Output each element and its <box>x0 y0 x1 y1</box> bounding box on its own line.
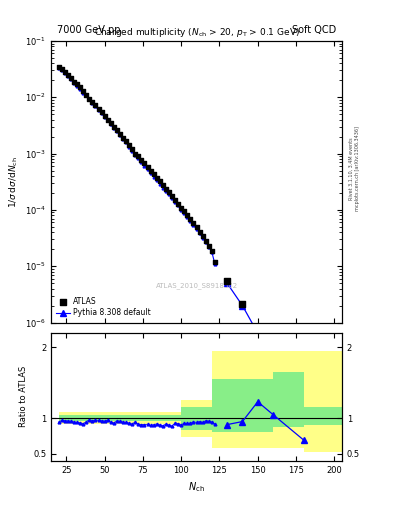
Point <box>59 65 65 73</box>
Point <box>172 196 178 204</box>
Point <box>301 424 307 433</box>
Point <box>86 94 92 102</box>
Point <box>120 134 126 142</box>
Point <box>151 170 157 178</box>
Point <box>89 98 95 106</box>
Point <box>80 87 86 95</box>
Point <box>55 62 62 71</box>
Point <box>196 228 203 236</box>
Point <box>163 184 169 193</box>
Point <box>92 101 99 110</box>
Text: 7000 GeV pp: 7000 GeV pp <box>57 25 120 35</box>
Y-axis label: Ratio to ATLAS: Ratio to ATLAS <box>18 366 28 428</box>
Point <box>129 145 135 153</box>
Text: Soft QCD: Soft QCD <box>292 25 336 35</box>
Point <box>123 137 129 145</box>
Point <box>175 199 181 207</box>
Point <box>270 372 276 380</box>
Point <box>147 166 154 175</box>
Point <box>135 152 141 160</box>
Point <box>99 108 105 116</box>
Point <box>105 116 111 124</box>
Point <box>190 219 196 227</box>
Point <box>160 181 166 189</box>
Point <box>141 159 148 167</box>
Point <box>187 215 193 223</box>
Point <box>95 105 102 113</box>
Point <box>184 211 191 219</box>
Point <box>62 68 68 76</box>
Point <box>255 327 261 335</box>
Point <box>178 203 184 211</box>
Point <box>209 246 215 254</box>
Text: Rivet 3.1.10, 3.4M events: Rivet 3.1.10, 3.4M events <box>349 138 354 200</box>
Point <box>101 112 108 120</box>
Point <box>166 188 172 196</box>
Point <box>202 237 209 245</box>
Title: Charged multiplicity ($N_\mathrm{ch}$ > 20, $p_\mathrm{T}$ > 0.1 GeV): Charged multiplicity ($N_\mathrm{ch}$ > … <box>94 27 299 39</box>
Point <box>74 80 80 89</box>
Point <box>144 163 151 171</box>
Point <box>111 123 117 131</box>
Point <box>126 141 132 150</box>
Text: mcplots.cern.ch [arXiv:1306.3436]: mcplots.cern.ch [arXiv:1306.3436] <box>355 126 360 211</box>
Point <box>108 119 114 127</box>
Point <box>193 223 200 231</box>
Point <box>114 126 120 134</box>
Point <box>200 232 206 241</box>
Point <box>239 301 246 309</box>
Point <box>68 74 74 82</box>
Point <box>212 258 218 266</box>
Point <box>206 242 212 250</box>
Point <box>65 71 71 79</box>
X-axis label: $N_\mathrm{ch}$: $N_\mathrm{ch}$ <box>188 480 205 494</box>
Point <box>157 177 163 185</box>
Point <box>77 83 83 92</box>
Y-axis label: $1/\sigma\,\mathrm{d}\sigma/\mathrm{d}N_\mathrm{ch}$: $1/\sigma\,\mathrm{d}\sigma/\mathrm{d}N_… <box>7 156 20 208</box>
Legend: ATLAS, Pythia 8.308 default: ATLAS, Pythia 8.308 default <box>55 295 152 319</box>
Point <box>71 77 77 86</box>
Point <box>169 191 175 200</box>
Point <box>138 156 145 164</box>
Point <box>154 174 160 182</box>
Point <box>117 130 123 138</box>
Text: ATLAS_2010_S8918562: ATLAS_2010_S8918562 <box>156 283 237 289</box>
Point <box>224 277 230 285</box>
Point <box>132 150 138 158</box>
Point <box>83 91 90 99</box>
Point <box>181 207 187 215</box>
